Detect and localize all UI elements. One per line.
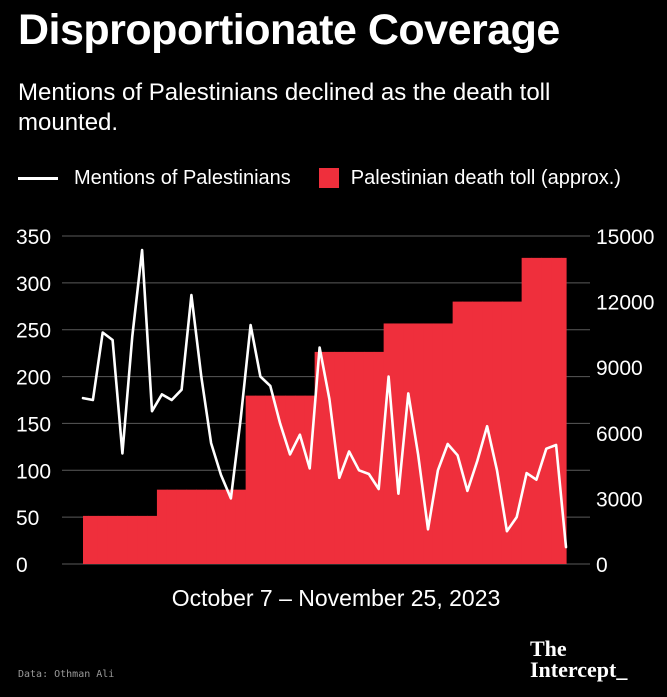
death-toll-bar xyxy=(156,489,168,564)
death-toll-bar xyxy=(304,395,316,564)
source-note: Data: Othman Ali xyxy=(18,669,115,680)
death-toll-bar xyxy=(216,489,227,564)
mentions-line xyxy=(81,248,568,549)
death-toll-bar xyxy=(403,323,414,564)
legend-area-swatch xyxy=(318,168,339,188)
death-toll-bar xyxy=(472,301,483,564)
death-toll-bar xyxy=(87,515,99,564)
death-toll-bar xyxy=(492,301,503,564)
right-tick-label: 15000 xyxy=(596,226,654,249)
death-toll-bar xyxy=(137,515,148,564)
chart-plot: 0 50 100 150 200 250 300 350 0 3000 6000 9000 12000… xyxy=(16,226,654,611)
left-tick-label: 50 xyxy=(16,507,39,530)
logo-line-2: Intercept_ xyxy=(530,657,628,682)
death-toll-bar xyxy=(413,323,424,564)
chart-subtitle: Mentions of Palestinians declined as the… xyxy=(18,79,551,136)
right-tick-label: 6000 xyxy=(596,423,643,446)
death-toll-bar xyxy=(255,395,266,564)
death-toll-bar xyxy=(344,351,355,564)
death-toll-bar xyxy=(275,395,286,564)
death-toll-bar xyxy=(176,489,188,564)
death-toll-bar xyxy=(127,515,138,564)
death-toll-bar xyxy=(314,351,326,564)
left-tick-label: 0 xyxy=(16,554,28,577)
logo-line-1: The xyxy=(530,636,567,661)
publisher-logo: The Intercept_ xyxy=(530,636,628,682)
death-toll-bar xyxy=(285,395,296,564)
death-toll-bar xyxy=(186,489,197,564)
death-toll-bar xyxy=(551,257,562,564)
death-toll-bar xyxy=(166,489,178,564)
death-toll-bar xyxy=(147,515,158,564)
death-toll-area-layer xyxy=(83,257,567,564)
left-axis: 0 50 100 150 200 250 300 350 xyxy=(16,226,51,577)
death-toll-bar xyxy=(235,489,247,564)
death-toll-bar xyxy=(373,351,385,564)
legend-area-label: Palestinian death toll (approx.) xyxy=(350,166,621,189)
death-toll-bar xyxy=(363,351,375,564)
death-toll-bar xyxy=(561,257,567,564)
death-toll-bar xyxy=(245,395,257,564)
death-toll-bar xyxy=(83,515,89,564)
left-tick-label: 100 xyxy=(16,460,51,483)
legend-line-label: Mentions of Palestinians xyxy=(74,166,291,189)
left-tick-label: 300 xyxy=(16,273,51,296)
death-toll-bar xyxy=(107,515,119,564)
death-toll-bar xyxy=(541,257,552,564)
death-toll-bar xyxy=(423,323,434,564)
right-tick-label: 12000 xyxy=(596,292,654,315)
right-tick-label: 9000 xyxy=(596,357,643,380)
right-tick-label: 3000 xyxy=(596,488,643,511)
death-toll-bar xyxy=(393,323,404,564)
right-axis: 0 3000 6000 9000 12000 15000 xyxy=(596,226,654,577)
legend-line-swatch xyxy=(18,176,58,180)
death-toll-bar xyxy=(452,301,464,564)
right-tick-label: 0 xyxy=(596,554,608,577)
death-toll-bar xyxy=(206,489,217,564)
death-toll-bar xyxy=(354,351,365,564)
x-axis-label: October 7 – November 25, 2023 xyxy=(172,585,501,611)
death-toll-bar xyxy=(521,257,533,564)
death-toll-bar xyxy=(265,395,276,564)
chart-title: Disproportionate Coverage xyxy=(18,6,560,54)
death-toll-bar xyxy=(432,323,444,564)
death-toll-bar xyxy=(334,351,345,564)
death-toll-bar xyxy=(225,489,237,564)
death-toll-bar xyxy=(196,489,207,564)
death-toll-bar xyxy=(383,323,395,564)
left-tick-label: 200 xyxy=(16,367,51,390)
left-tick-label: 350 xyxy=(16,226,51,249)
death-toll-bar xyxy=(531,257,542,564)
death-toll-bar xyxy=(294,395,306,564)
death-toll-bar xyxy=(324,351,335,564)
left-tick-label: 250 xyxy=(16,320,51,343)
left-tick-label: 150 xyxy=(16,413,51,436)
death-toll-bar xyxy=(97,515,109,564)
death-toll-bar xyxy=(511,301,523,564)
death-toll-bar xyxy=(501,301,513,564)
death-toll-bar xyxy=(462,301,473,564)
death-toll-bar xyxy=(117,515,128,564)
mentions-line-layer xyxy=(81,248,568,549)
legend: Mentions of Palestinians Palestinian dea… xyxy=(18,163,621,193)
